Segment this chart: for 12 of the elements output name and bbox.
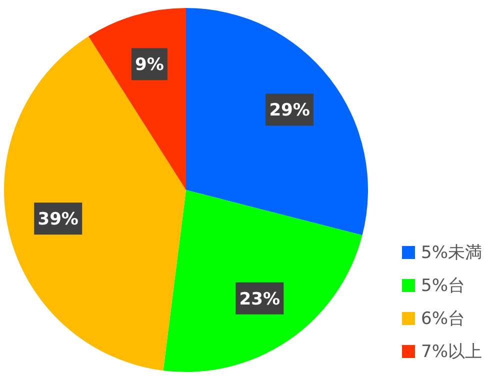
data-label: 39% <box>38 210 78 230</box>
data-label: 23% <box>239 289 280 310</box>
pie-slice <box>186 8 368 236</box>
legend-label: 5%台 <box>421 276 465 296</box>
pie-slice <box>88 8 186 190</box>
data-label: 29% <box>269 100 310 121</box>
legend-label: 7%以上 <box>421 342 482 362</box>
legend-label: 6%台 <box>421 308 465 329</box>
legend-label: 5%未満 <box>421 242 482 263</box>
pie-slice <box>4 36 186 371</box>
pie-slice <box>163 190 362 372</box>
data-label: 9% <box>135 55 164 76</box>
